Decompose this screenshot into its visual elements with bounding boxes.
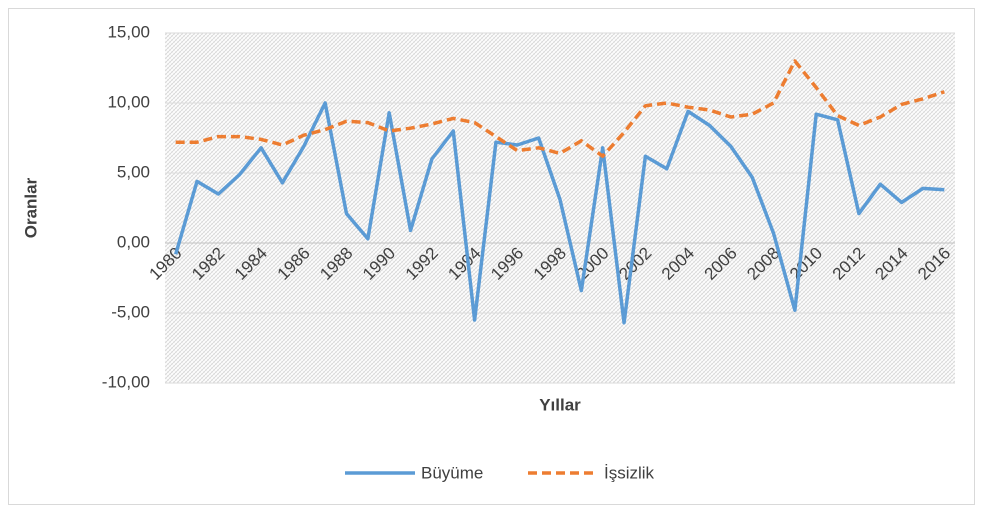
y-tick-label: -10,00 xyxy=(102,372,150,391)
y-tick-label: 0,00 xyxy=(117,232,150,251)
legend-label: Büyüme xyxy=(421,463,483,482)
y-axis-title: Oranlar xyxy=(21,177,40,238)
y-tick-label: 15,00 xyxy=(107,22,150,41)
plot-area xyxy=(165,33,955,383)
y-tick-label: -5,00 xyxy=(111,302,150,321)
y-tick-label: 10,00 xyxy=(107,92,150,111)
x-axis-title: Yıllar xyxy=(539,395,581,414)
legend-label: İşsizlik xyxy=(604,463,655,482)
series-line xyxy=(173,101,945,325)
y-tick-label: 5,00 xyxy=(117,162,150,181)
series-line xyxy=(175,59,945,158)
